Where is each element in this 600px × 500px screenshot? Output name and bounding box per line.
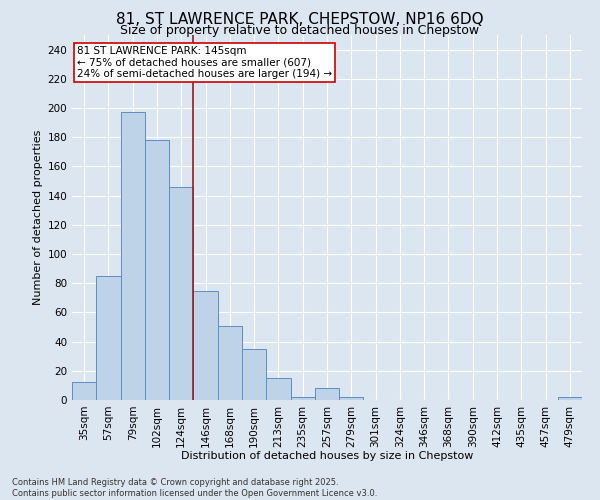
Text: Size of property relative to detached houses in Chepstow: Size of property relative to detached ho… <box>121 24 479 37</box>
Text: Contains HM Land Registry data © Crown copyright and database right 2025.
Contai: Contains HM Land Registry data © Crown c… <box>12 478 377 498</box>
Bar <box>558 397 582 400</box>
Bar <box>193 290 218 400</box>
Bar <box>290 397 315 400</box>
Bar <box>242 349 266 400</box>
Bar <box>169 187 193 400</box>
Bar <box>121 112 145 400</box>
Bar <box>72 382 96 400</box>
Bar <box>96 276 121 400</box>
X-axis label: Distribution of detached houses by size in Chepstow: Distribution of detached houses by size … <box>181 451 473 461</box>
Bar <box>339 397 364 400</box>
Bar <box>315 388 339 400</box>
Text: 81 ST LAWRENCE PARK: 145sqm
← 75% of detached houses are smaller (607)
24% of se: 81 ST LAWRENCE PARK: 145sqm ← 75% of det… <box>77 46 332 79</box>
Bar <box>145 140 169 400</box>
Y-axis label: Number of detached properties: Number of detached properties <box>33 130 43 305</box>
Text: 81, ST LAWRENCE PARK, CHEPSTOW, NP16 6DQ: 81, ST LAWRENCE PARK, CHEPSTOW, NP16 6DQ <box>116 12 484 28</box>
Bar <box>218 326 242 400</box>
Bar <box>266 378 290 400</box>
